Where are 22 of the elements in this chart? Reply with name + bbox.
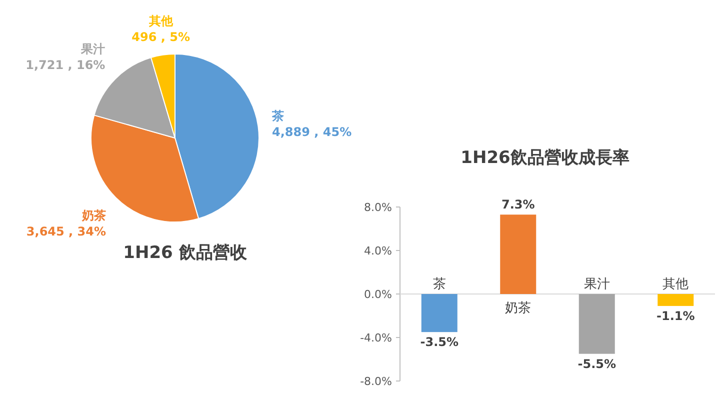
slice-label: 奶茶 (81, 208, 106, 223)
slice-label: 其他 (148, 14, 174, 28)
data-label: -1.1% (656, 308, 695, 323)
data-label: 4,889 , 45% (272, 125, 352, 140)
y-tick-label: 0.0% (364, 288, 392, 301)
data-label: -5.5% (578, 356, 616, 371)
data-label: 3,645 , 34% (26, 224, 106, 239)
x-tick-label: 茶 (432, 277, 446, 292)
chart-title: 1H26飲品營收成長率 (460, 148, 630, 168)
x-tick-label: 果汁 (584, 277, 610, 292)
y-tick-label: -8.0% (360, 375, 392, 388)
y-tick-label: -4.0% (360, 332, 392, 344)
y-tick-label: 4.0% (364, 244, 392, 258)
slice-label: 果汁 (80, 42, 106, 56)
x-tick-label: 其他 (662, 277, 689, 292)
text: 1H26 飲品營收 (123, 243, 248, 263)
data-label: -3.5% (420, 335, 459, 350)
y-tick-label: 8.0% (364, 201, 392, 214)
data-label: 496 , 5% (132, 30, 190, 44)
slice-label: 茶 (271, 109, 284, 124)
data-label: 7.3% (501, 198, 535, 212)
data-label: 1,721 , 16% (26, 58, 106, 72)
